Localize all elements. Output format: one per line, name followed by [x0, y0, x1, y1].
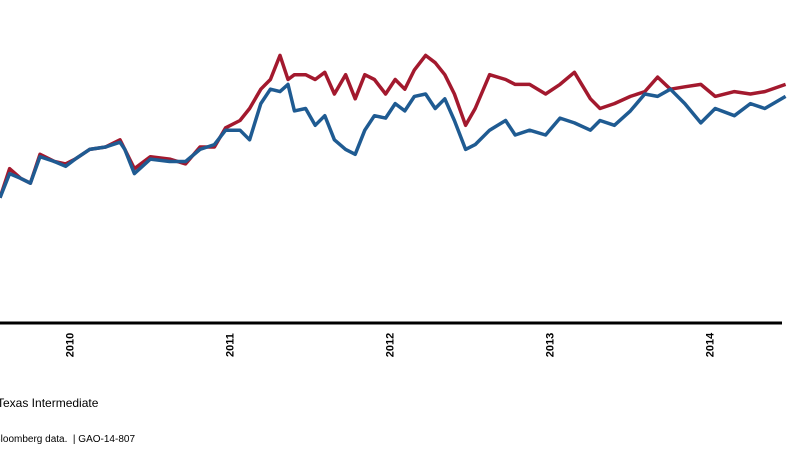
series-line	[0, 53, 787, 199]
x-tick-label: 2011	[224, 333, 236, 357]
x-tick-label: 2013	[544, 333, 556, 357]
source-note: Bloomberg data. | GAO-14-807	[0, 434, 135, 445]
x-tick-label: 2010	[64, 333, 76, 357]
x-tick-label: 2014	[704, 332, 716, 357]
legend-label: Texas Intermediate	[0, 396, 99, 410]
x-tick-label: 2012	[384, 333, 396, 357]
series-line	[0, 82, 787, 199]
